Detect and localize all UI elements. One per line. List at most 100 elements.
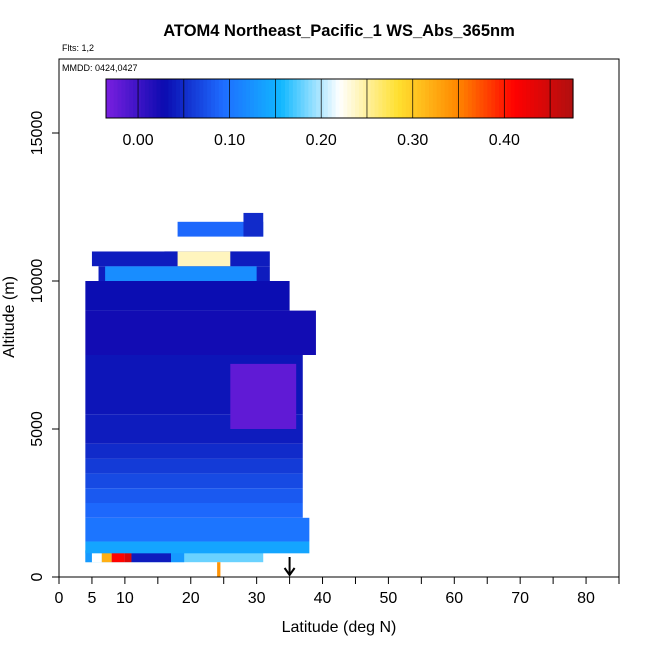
colorbar-segment — [448, 79, 453, 118]
heatmap-cell — [85, 488, 303, 503]
colorbar-segment — [425, 79, 430, 118]
colorbar-segment — [323, 79, 329, 118]
colorbar-segment — [257, 79, 263, 118]
colorbar-segment — [351, 79, 356, 118]
colorbar-segment — [549, 79, 555, 118]
colorbar-segment — [553, 79, 559, 118]
colorbar-segment — [327, 79, 333, 118]
heatmap-cell — [91, 550, 102, 563]
colorbar-segment — [214, 79, 220, 118]
colorbar-segment — [444, 79, 450, 118]
colorbar-segment — [514, 79, 520, 118]
heatmap-cell — [85, 443, 303, 459]
colorbar-segment — [281, 79, 286, 118]
heatmap-cell — [230, 363, 297, 429]
colorbar-segment — [460, 79, 465, 118]
colorbar-segment — [133, 79, 138, 118]
colorbar-segment — [226, 79, 232, 118]
colorbar-segment — [522, 79, 527, 118]
colorbar-segment — [230, 79, 236, 118]
colorbar-segment — [475, 79, 481, 118]
colorbar-segment — [113, 79, 119, 118]
colorbar-segment — [557, 79, 562, 118]
colorbar-segment — [417, 79, 422, 118]
colorbar-segment — [499, 79, 504, 118]
colorbar-segment — [285, 79, 290, 118]
x-tick-label: 70 — [511, 590, 529, 607]
colorbar-segment — [117, 79, 123, 118]
colorbar-segment — [183, 79, 189, 118]
x-tick-label: 50 — [380, 590, 398, 607]
colorbar-segment — [203, 79, 208, 118]
colorbar-segment — [141, 79, 146, 118]
colorbar-segment — [358, 79, 364, 118]
x-tick-label: 10 — [116, 590, 134, 607]
colorbar-segment — [261, 79, 267, 118]
heatmap-cell — [111, 550, 125, 563]
colorbar-segment — [440, 79, 446, 118]
colorbar-segment — [320, 79, 325, 118]
colorbar-segment — [168, 79, 173, 118]
colorbar-segment — [129, 79, 134, 118]
heatmap-cell — [85, 281, 290, 311]
colorbar-segment — [537, 79, 543, 118]
colorbar-segment — [432, 79, 438, 118]
heatmap-cell — [131, 550, 171, 563]
colorbar-segment — [172, 79, 177, 118]
heatmap-cell — [217, 562, 221, 577]
heatmap-cells — [85, 212, 316, 577]
heatmap-cell — [85, 310, 316, 355]
colorbar-segment — [397, 79, 403, 118]
chart-subtitle-flights: Flts: 1,2 — [62, 43, 94, 53]
colorbar-segment — [339, 79, 344, 118]
heatmap-cell — [171, 550, 185, 563]
x-tick-label: 30 — [248, 590, 266, 607]
colorbar-segment — [187, 79, 193, 118]
colorbar-segment — [148, 79, 154, 118]
colorbar-segment — [506, 79, 512, 118]
colorbar-segment — [288, 79, 294, 118]
colorbar-tick-label: 0.10 — [214, 132, 245, 149]
colorbar-segment — [479, 79, 485, 118]
colorbar-segment — [106, 79, 111, 118]
colorbar-segment — [238, 79, 243, 118]
y-axis-label: Altitude (m) — [1, 276, 18, 358]
colorbar-segment — [207, 79, 212, 118]
colorbar: 0.00 0.10 0.20 0.30 0.40 — [105, 78, 574, 149]
colorbar-segment — [144, 79, 150, 118]
heatmap-cell — [85, 550, 92, 563]
colorbar-segment — [269, 79, 274, 118]
colorbar-segment — [218, 79, 224, 118]
heatmap-cell — [243, 212, 264, 237]
heatmap-cell — [85, 473, 303, 489]
heatmap-cell — [85, 503, 303, 518]
colorbar-segment — [405, 79, 411, 118]
colorbar-segment — [464, 79, 469, 118]
colorbar-segment — [436, 79, 442, 118]
colorbar-segment — [530, 79, 535, 118]
colorbar-segment — [355, 79, 360, 118]
colorbar-segment — [156, 79, 162, 118]
colorbar-segment — [343, 79, 348, 118]
colorbar-segment — [109, 79, 115, 118]
chart-subtitle-dates: MMDD: 0424,0427 — [62, 63, 138, 73]
marker-arrow-head — [283, 567, 296, 577]
colorbar-segment — [374, 79, 380, 118]
x-tick-label: 0 — [55, 590, 64, 607]
colorbar-segment — [312, 79, 317, 118]
colorbar-segment — [502, 79, 508, 118]
colorbar-segment — [386, 79, 391, 118]
colorbar-segment — [393, 79, 399, 118]
colorbar-segment — [176, 79, 181, 118]
y-tick-label: 15000 — [29, 111, 46, 156]
colorbar-segment — [246, 79, 251, 118]
colorbar-segment — [347, 79, 352, 118]
colorbar-segment — [491, 79, 496, 118]
colorbar-segment — [495, 79, 500, 118]
colorbar-segment — [401, 79, 407, 118]
colorbar-segment — [164, 79, 169, 118]
colorbar-segment — [308, 79, 313, 118]
axes: 0 5 10 20 30 40 50 60 70 80 0 5000 10000 15000 — [29, 111, 620, 607]
heatmap-cell — [101, 550, 112, 563]
